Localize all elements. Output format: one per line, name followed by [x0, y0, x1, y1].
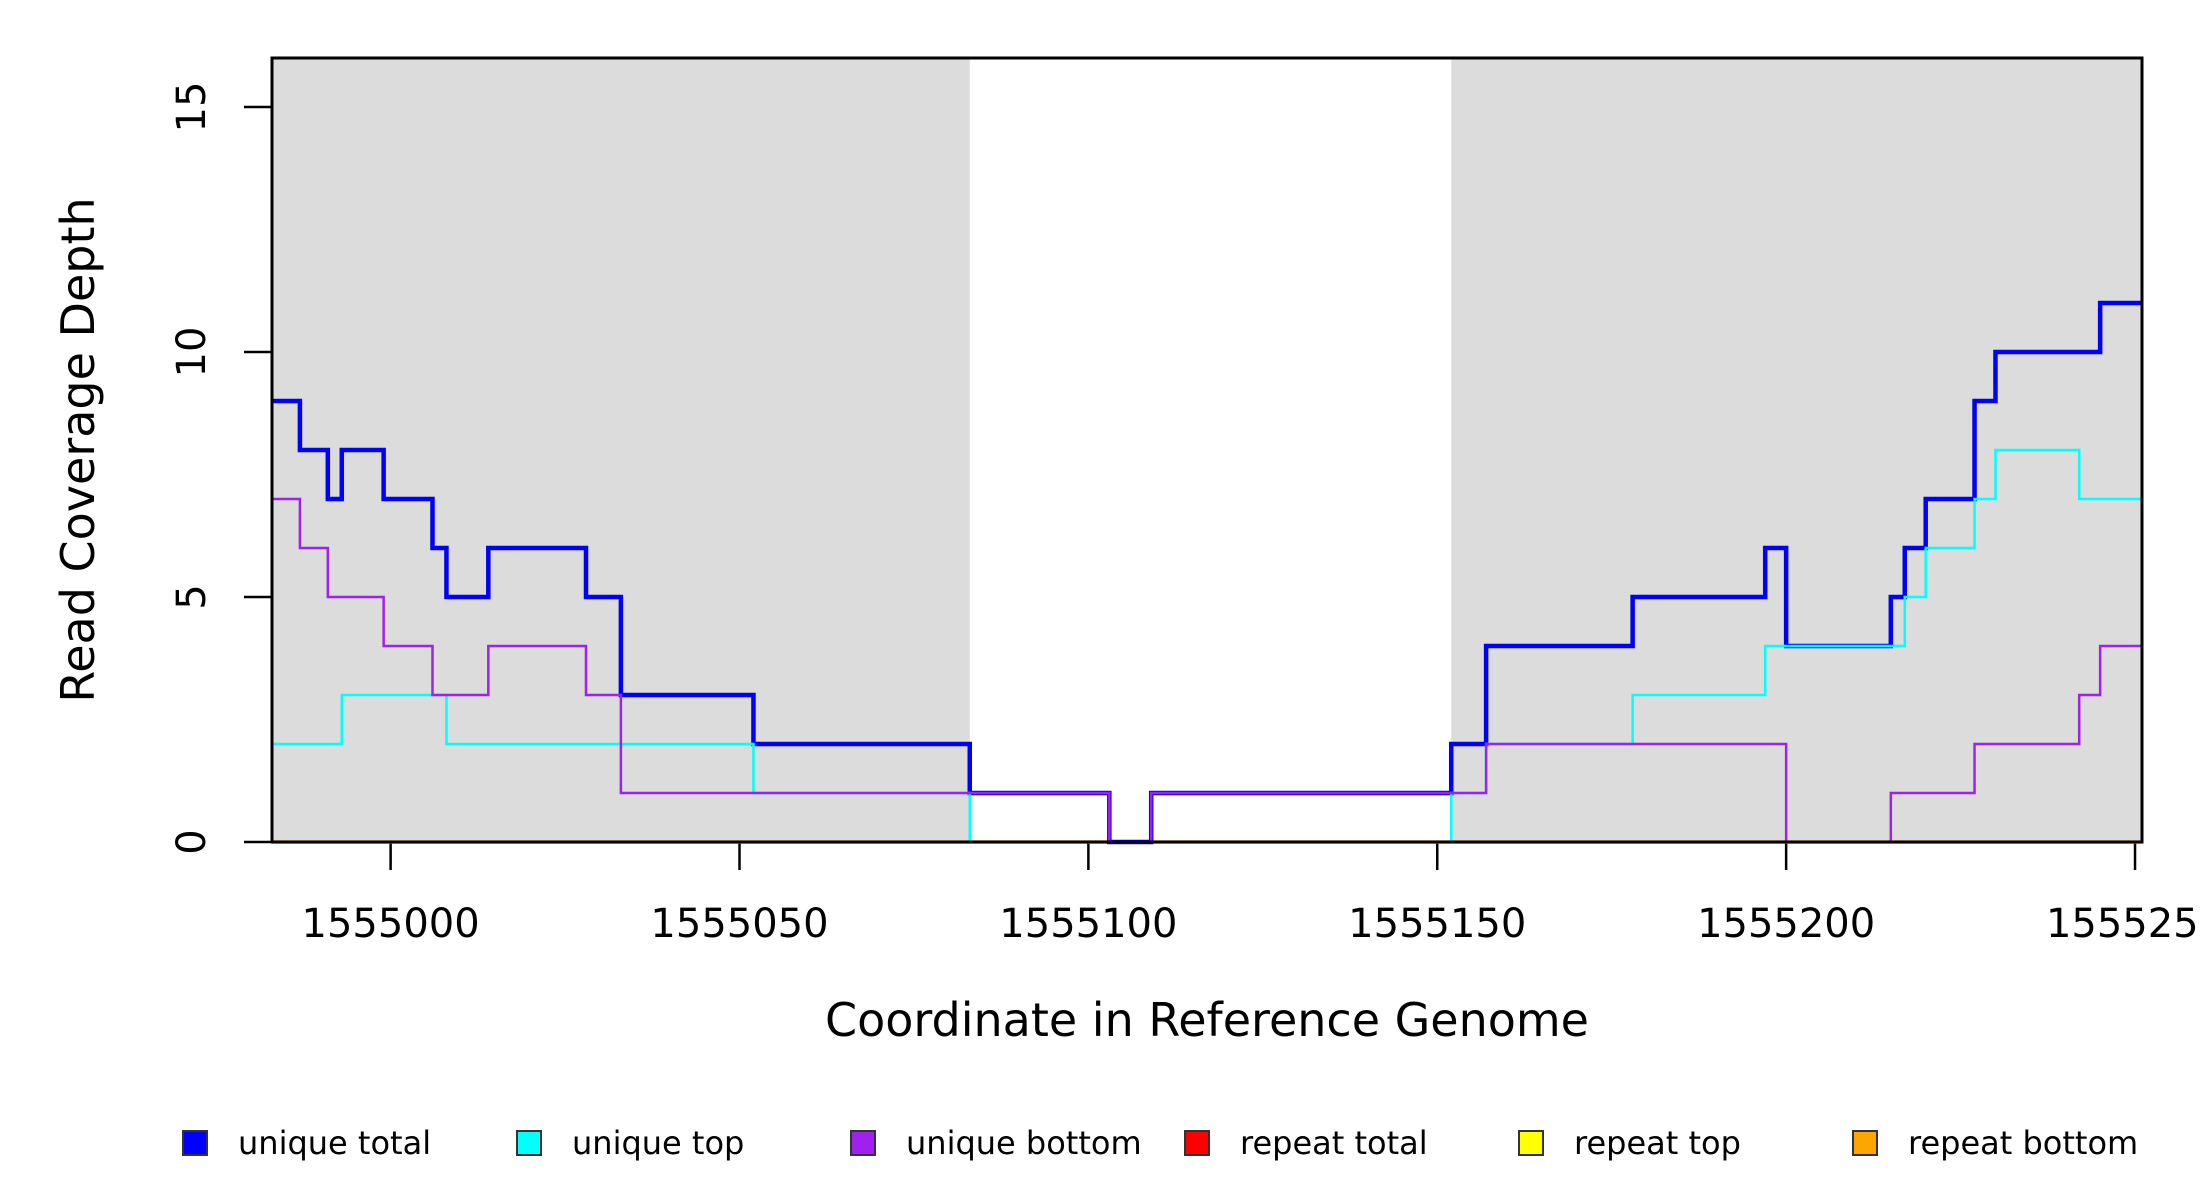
legend-item-unique-total: unique total	[182, 1116, 431, 1170]
unique-top-swatch	[516, 1130, 542, 1156]
x-tick-label: 1555050	[650, 901, 828, 947]
legend-label: unique top	[572, 1124, 745, 1162]
legend: unique total unique top unique bottom re…	[0, 1116, 2200, 1170]
y-tick-label: 15	[169, 82, 215, 133]
repeat-top-swatch	[1518, 1130, 1544, 1156]
legend-label: repeat bottom	[1908, 1124, 2139, 1162]
y-tick-label: 5	[169, 584, 215, 609]
y-tick-label: 10	[169, 327, 215, 378]
unique-total-swatch	[182, 1130, 208, 1156]
x-tick-label: 1555150	[1348, 901, 1526, 947]
legend-label: unique total	[238, 1124, 432, 1162]
y-tick-label: 0	[169, 829, 215, 854]
y-axis-title: Read Coverage Depth	[51, 197, 105, 703]
x-tick-label: 1555100	[999, 901, 1177, 947]
plot-box	[270, 56, 2144, 844]
x-tick-label: 1555000	[302, 901, 480, 947]
legend-item-unique-bottom: unique bottom	[850, 1116, 1142, 1170]
unique-bottom-swatch	[850, 1130, 876, 1156]
repeat-total-swatch	[1184, 1130, 1210, 1156]
x-axis-title: Coordinate in Reference Genome	[825, 993, 1589, 1047]
legend-label: repeat total	[1240, 1124, 1428, 1162]
series-unique-top	[272, 448, 2142, 844]
legend-item-repeat-bottom: repeat bottom	[1852, 1116, 2138, 1170]
repeat-bottom-swatch	[1852, 1130, 1878, 1156]
x-tick-label: 1555200	[1697, 901, 1875, 947]
legend-label: repeat top	[1574, 1124, 1741, 1162]
legend-item-unique-top: unique top	[516, 1116, 744, 1170]
legend-item-repeat-top: repeat top	[1518, 1116, 1741, 1170]
legend-item-repeat-total: repeat total	[1184, 1116, 1428, 1170]
legend-label: unique bottom	[906, 1124, 1142, 1162]
series-unique-bottom	[272, 497, 2142, 844]
